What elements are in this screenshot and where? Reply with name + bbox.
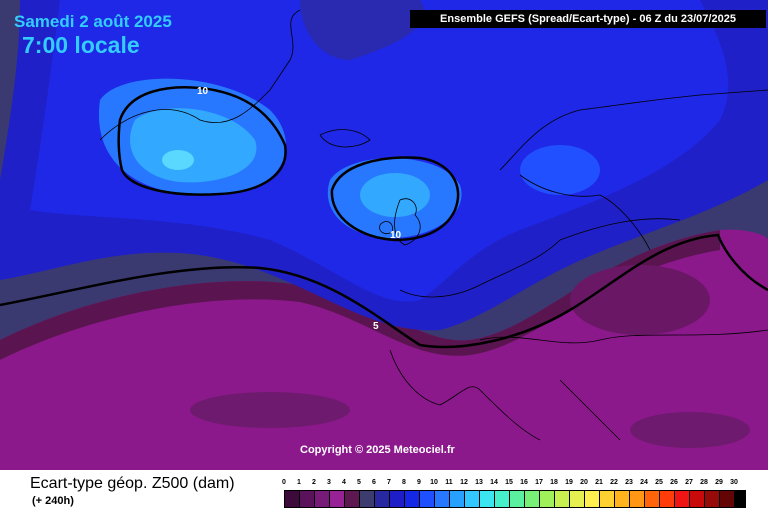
- legend-tick: 28: [700, 479, 708, 486]
- variable-title: Ecart-type géop. Z500 (dam): [30, 475, 235, 492]
- spread-patch-1: [190, 392, 350, 428]
- spread-map: [0, 0, 768, 470]
- legend-tick: 23: [625, 479, 633, 486]
- contour-label-10-uk: 10: [390, 230, 402, 241]
- contour-10-uk: [330, 156, 460, 242]
- spread-contours: [0, 86, 768, 349]
- legend-tick: 19: [565, 479, 573, 486]
- legend-tick: 7: [387, 479, 391, 486]
- legend-tick: 14: [490, 479, 498, 486]
- legend-tick: 24: [640, 479, 648, 486]
- legend-tick: 21: [595, 479, 603, 486]
- legend-tick: 20: [580, 479, 588, 486]
- legend-tick: 0: [282, 479, 286, 486]
- legend-tick: 6: [372, 479, 376, 486]
- legend-tick: 18: [550, 479, 558, 486]
- legend-tick: 10: [430, 479, 438, 486]
- core-uk-inner: [360, 173, 430, 217]
- contour-label-10-greenland: 10: [197, 86, 209, 97]
- core-greenland-max: [162, 150, 194, 170]
- northern-patch: [300, 0, 424, 60]
- legend-tick: 17: [535, 479, 543, 486]
- coastlines: [99, 9, 768, 441]
- legend-swatch: [734, 490, 746, 508]
- legend-tick: 15: [505, 479, 513, 486]
- map-canvas: [0, 0, 768, 470]
- contour-10-greenland: [117, 86, 287, 196]
- core-greenland-inner: [130, 108, 257, 183]
- legend-tick: 9: [417, 479, 421, 486]
- copyright-text: Copyright © 2025 Meteociel.fr: [300, 444, 455, 456]
- legend-tick: 30: [730, 479, 738, 486]
- model-title: Ensemble GEFS (Spread/Ecart-type) - 06 Z…: [410, 10, 766, 28]
- legend-tick: 12: [460, 479, 468, 486]
- legend-tick: 1: [297, 479, 301, 486]
- core-scandinavia: [520, 145, 600, 195]
- spread-patch-3: [630, 412, 750, 448]
- lead-time: (+ 240h): [32, 495, 74, 507]
- forecast-time: 7:00 locale: [22, 32, 140, 58]
- contour-label-5: 5: [373, 321, 379, 332]
- higher-spread-region: [30, 0, 729, 302]
- legend-tick: 26: [670, 479, 678, 486]
- legend-tick: 29: [715, 479, 723, 486]
- legend-tick: 11: [445, 479, 453, 486]
- legend-tick: 2: [312, 479, 316, 486]
- spread-patch-2: [570, 265, 710, 335]
- legend-tick: 27: [685, 479, 693, 486]
- legend-tick: 8: [402, 479, 406, 486]
- legend-tick: 4: [342, 479, 346, 486]
- legend-tick: 25: [655, 479, 663, 486]
- legend-tick: 13: [475, 479, 483, 486]
- contour-5: [0, 233, 768, 349]
- legend-tick: 22: [610, 479, 618, 486]
- forecast-date: Samedi 2 août 2025: [14, 12, 172, 31]
- legend-tick: 16: [520, 479, 528, 486]
- legend-tick: 3: [327, 479, 331, 486]
- legend-tick: 5: [357, 479, 361, 486]
